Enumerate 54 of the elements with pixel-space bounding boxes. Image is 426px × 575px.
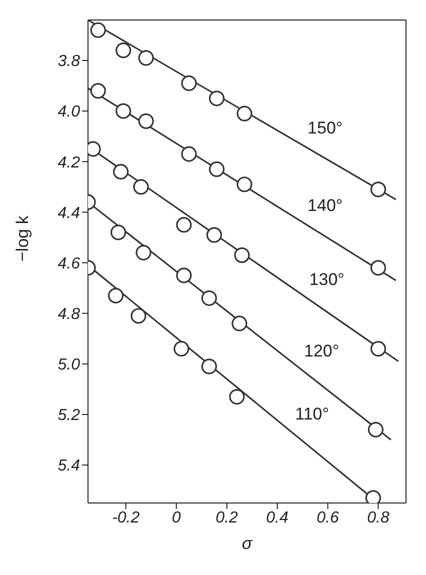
point (208, 90, 225, 106)
point (176, 217, 192, 233)
y-tick-label: 5.0 (58, 356, 80, 374)
point (130, 308, 146, 324)
point (208, 161, 225, 177)
point (116, 42, 132, 58)
point (136, 244, 152, 260)
x-tick-label: 0.8 (367, 509, 390, 526)
x-tick-label: 0 (172, 509, 181, 526)
point (201, 290, 217, 306)
y-tick-label: 4.8 (58, 306, 80, 324)
point (206, 227, 222, 243)
point (90, 22, 106, 38)
y-axis-title: −log k (13, 215, 32, 262)
y-tick-label: 4.4 (58, 204, 80, 222)
series-label: 130° (309, 270, 344, 289)
point (113, 164, 129, 180)
point (229, 388, 245, 405)
point (365, 490, 381, 503)
y-tick-label: 5.2 (58, 407, 80, 424)
series-label: 150° (308, 118, 343, 138)
y-tick-label: 3.8 (58, 53, 80, 70)
point (110, 224, 126, 240)
point (370, 340, 386, 357)
point (138, 50, 154, 66)
point (174, 340, 190, 357)
series-label: 120° (304, 341, 340, 360)
y-tick-label: 5.4 (58, 458, 80, 475)
point (368, 422, 384, 438)
point (181, 75, 197, 92)
series-label: 110° (295, 404, 330, 424)
x-tick-label: 0.4 (266, 509, 289, 526)
x-tick-label: 0.6 (316, 509, 339, 526)
point (181, 146, 197, 162)
point (108, 288, 124, 304)
point (90, 83, 106, 99)
point (370, 260, 386, 276)
point (138, 113, 154, 129)
point (234, 247, 250, 263)
point (176, 268, 192, 284)
x-axis-title: σ (242, 534, 253, 553)
point (370, 182, 386, 198)
point (236, 176, 252, 192)
y-tick-label: 4.6 (58, 255, 80, 272)
point (201, 358, 217, 374)
point (116, 103, 132, 119)
point (133, 179, 149, 195)
x-tick-label: -0.2 (112, 509, 140, 526)
series-label: 140° (308, 196, 343, 215)
point (236, 106, 252, 122)
y-tick-label: 4.2 (58, 154, 80, 172)
x-tick-label: 0.2 (216, 509, 238, 526)
point (232, 316, 248, 332)
y-tick-label: 4.0 (58, 104, 80, 121)
